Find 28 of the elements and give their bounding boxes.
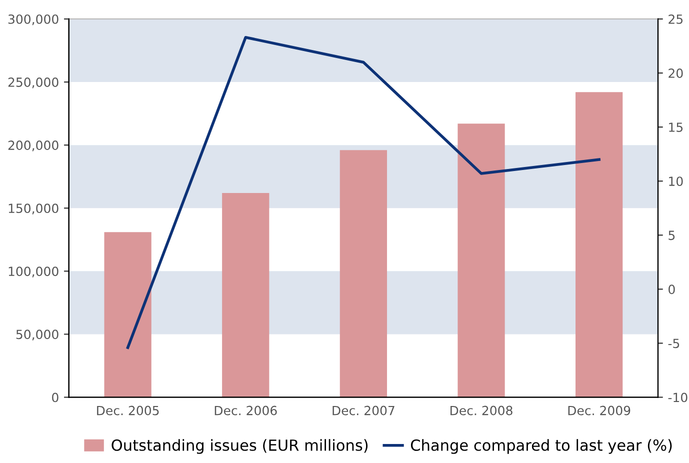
y-tick-label: 150,000 xyxy=(8,204,58,214)
y2-tick-label: 20 xyxy=(668,68,683,78)
x-tick-label: Dec. 2007 xyxy=(332,406,394,416)
y2-tick-label: 15 xyxy=(669,122,683,132)
x-tick-label: Dec. 2009 xyxy=(568,406,630,416)
y2-tick-label: 5 xyxy=(668,230,675,240)
y2-tick-label: 0 xyxy=(668,284,675,294)
bar xyxy=(104,232,152,398)
bar xyxy=(340,150,388,398)
y-tick-label: 300,000 xyxy=(8,14,58,26)
bar xyxy=(222,192,270,398)
bar xyxy=(458,124,505,398)
y-tick-label: 250,000 xyxy=(8,78,58,88)
y-tick-label: 100,000 xyxy=(8,266,58,278)
y2-tick-label: -5 xyxy=(668,338,680,348)
x-tick-label: Dec. 2006 xyxy=(214,406,277,416)
y2-tick-label: -10 xyxy=(668,392,688,402)
x-tick-label: Dec. 2008 xyxy=(450,406,512,416)
y2-tick-label: 10 xyxy=(669,176,683,186)
y-tick-label: 0 xyxy=(52,392,58,402)
y-tick-label: 200,000 xyxy=(8,140,58,152)
x-tick-label: Dec. 2005 xyxy=(97,406,159,416)
line-series xyxy=(126,36,600,349)
y-tick-label: 50,000 xyxy=(16,330,58,340)
legend-label: Change compared to last year (%) xyxy=(410,439,672,454)
legend-label: Outstanding issues (EUR millions) xyxy=(112,439,368,454)
bar xyxy=(576,92,623,398)
y2-tick-label: 25 xyxy=(668,14,683,24)
